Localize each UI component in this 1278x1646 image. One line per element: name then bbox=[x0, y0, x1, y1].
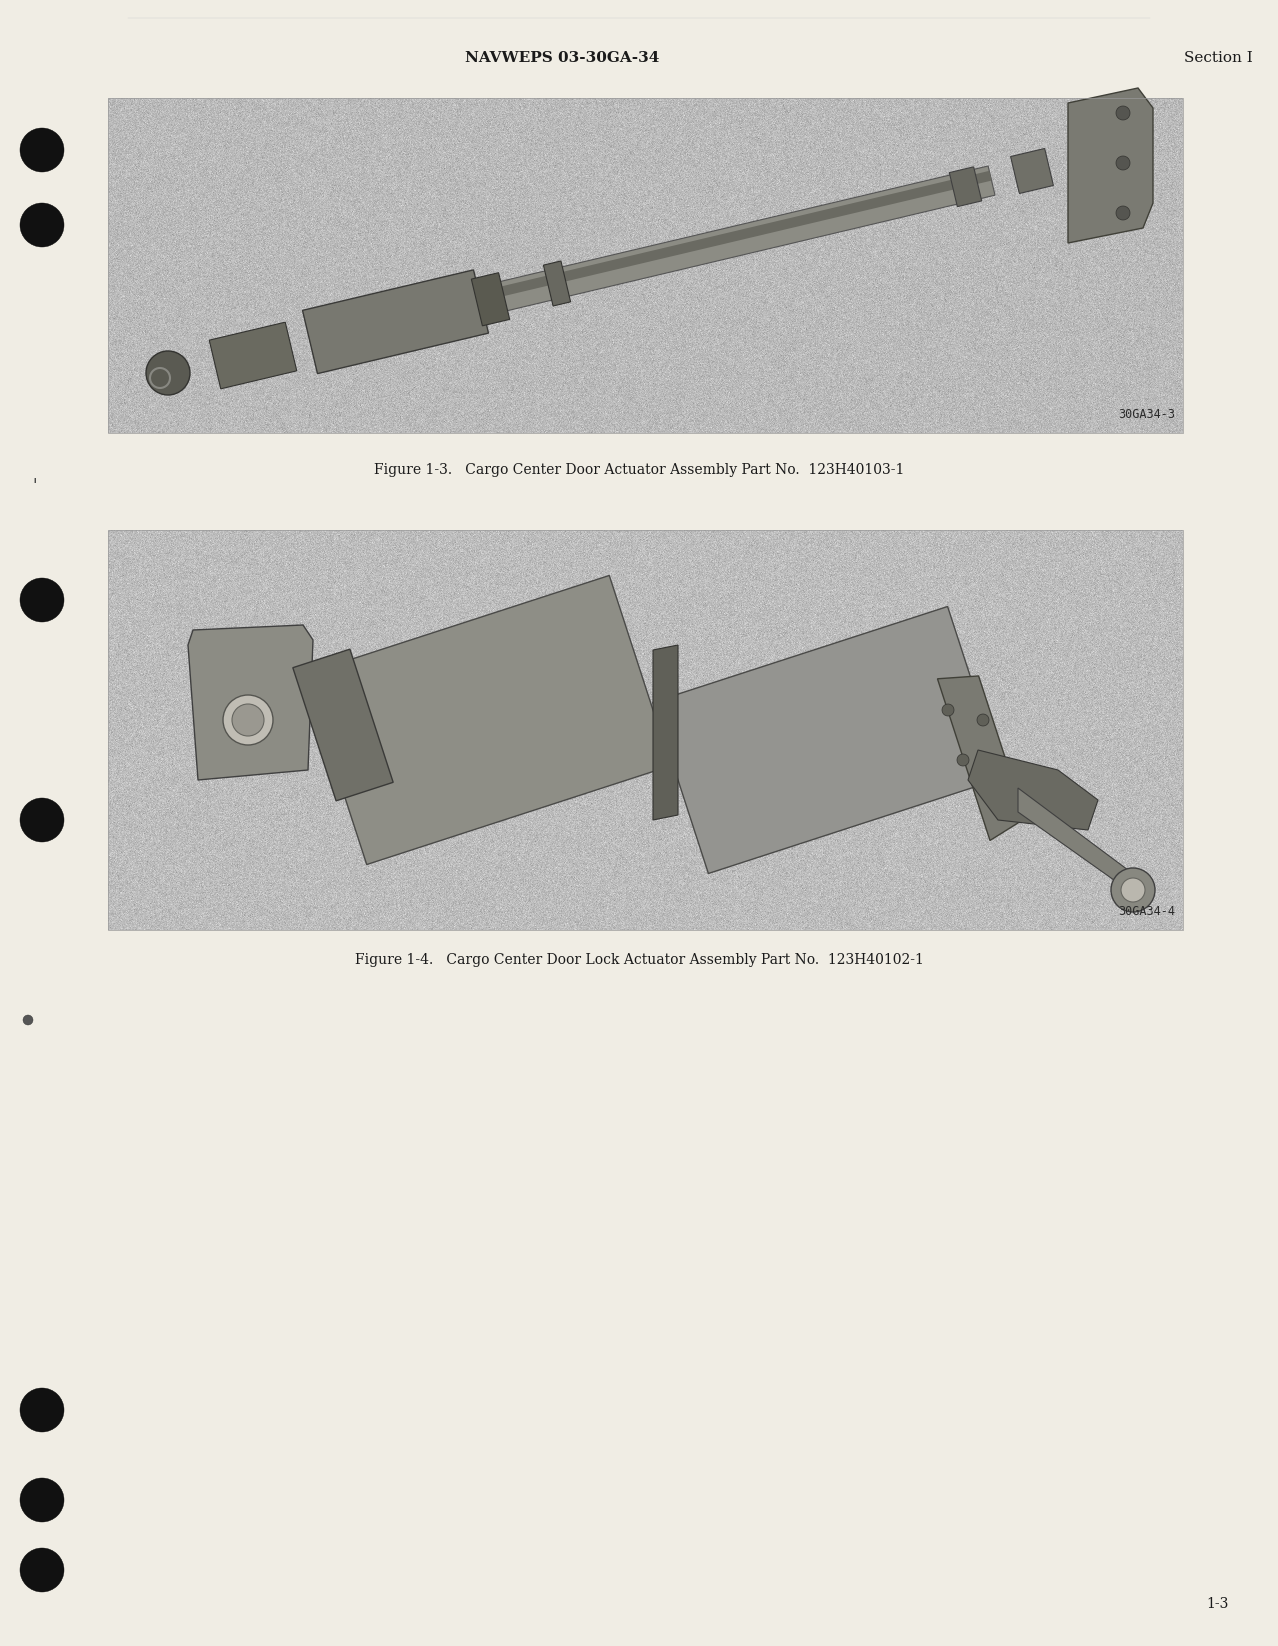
Polygon shape bbox=[305, 576, 671, 864]
Circle shape bbox=[20, 1388, 64, 1432]
Circle shape bbox=[942, 704, 953, 716]
Circle shape bbox=[20, 128, 64, 171]
Circle shape bbox=[20, 202, 64, 247]
Polygon shape bbox=[1068, 87, 1153, 244]
Polygon shape bbox=[303, 270, 488, 374]
Circle shape bbox=[222, 695, 273, 746]
Circle shape bbox=[23, 1016, 33, 1025]
Polygon shape bbox=[465, 166, 996, 319]
Circle shape bbox=[233, 704, 265, 736]
Polygon shape bbox=[472, 273, 510, 326]
Circle shape bbox=[1116, 156, 1130, 170]
Polygon shape bbox=[967, 751, 1098, 830]
Polygon shape bbox=[466, 171, 992, 305]
Circle shape bbox=[1116, 105, 1130, 120]
Circle shape bbox=[1111, 867, 1155, 912]
Text: 30GA34-3: 30GA34-3 bbox=[1118, 408, 1174, 421]
Text: 30GA34-4: 30GA34-4 bbox=[1118, 905, 1174, 918]
Polygon shape bbox=[188, 625, 313, 780]
Circle shape bbox=[957, 754, 969, 765]
Polygon shape bbox=[653, 645, 679, 820]
Circle shape bbox=[1121, 877, 1145, 902]
Circle shape bbox=[20, 798, 64, 843]
Circle shape bbox=[20, 1547, 64, 1592]
Polygon shape bbox=[210, 323, 296, 388]
Bar bbox=[109, 530, 1183, 930]
Text: Section I: Section I bbox=[1183, 51, 1252, 64]
Polygon shape bbox=[950, 166, 982, 207]
Circle shape bbox=[1116, 206, 1130, 221]
Circle shape bbox=[146, 351, 190, 395]
Circle shape bbox=[976, 714, 989, 726]
Text: 1-3: 1-3 bbox=[1206, 1597, 1229, 1611]
Circle shape bbox=[20, 578, 64, 622]
Bar bbox=[109, 99, 1183, 433]
Polygon shape bbox=[1011, 148, 1053, 194]
Text: NAVWEPS 03-30GA-34: NAVWEPS 03-30GA-34 bbox=[465, 51, 659, 64]
Text: Figure 1-4.   Cargo Center Door Lock Actuator Assembly Part No.  123H40102-1: Figure 1-4. Cargo Center Door Lock Actua… bbox=[354, 953, 924, 966]
Text: ': ' bbox=[32, 477, 37, 494]
Polygon shape bbox=[653, 606, 1003, 874]
Circle shape bbox=[20, 1478, 64, 1523]
Polygon shape bbox=[1019, 788, 1128, 890]
Polygon shape bbox=[543, 262, 570, 306]
Text: Figure 1-3.   Cargo Center Door Actuator Assembly Part No.  123H40103-1: Figure 1-3. Cargo Center Door Actuator A… bbox=[373, 463, 905, 477]
Polygon shape bbox=[938, 677, 1025, 841]
Polygon shape bbox=[293, 649, 394, 802]
